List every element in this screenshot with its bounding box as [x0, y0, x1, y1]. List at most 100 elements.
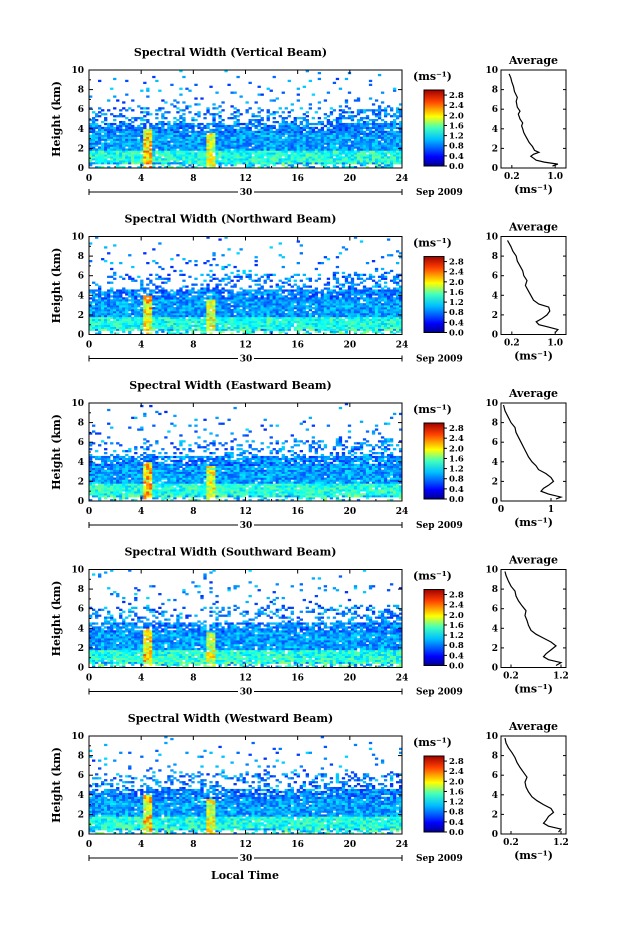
x-tick-label: 4 [138, 507, 144, 517]
average-y-tick-label: 10 [485, 233, 498, 243]
average-title: Average [508, 54, 558, 67]
colorbar-tick-label: 1.6 [449, 288, 464, 298]
colorbar-tick-label: 2.4 [449, 101, 464, 111]
panel-title: Spectral Width (Vertical Beam) [134, 46, 327, 59]
x-tick-label: 24 [396, 840, 409, 850]
colorbar-tick-label: 0.4 [449, 818, 464, 828]
colorbar-tick-label: 0.4 [449, 485, 464, 495]
colorbar-tick-label: 2.8 [449, 91, 464, 101]
x-tick-label: 0 [86, 840, 92, 850]
y-tick-label: 4 [78, 291, 84, 301]
colorbar-tick-label: 1.6 [449, 454, 464, 464]
y-tick-label: 2 [78, 810, 84, 820]
x-tick-label: 0 [86, 174, 92, 184]
colorbar-tick-label: 0.4 [449, 651, 464, 661]
colorbar-tick-label: 0.0 [449, 662, 464, 672]
y-tick-label: 10 [71, 566, 84, 576]
date-month-year-label: Sep 2009 [416, 854, 463, 864]
average-y-tick-label: 6 [492, 438, 498, 448]
x-tick-label: 20 [344, 674, 357, 684]
date-day-label: 30 [240, 188, 253, 198]
colorbar-unit: (ms⁻¹) [413, 237, 452, 250]
x-tick-label: 12 [239, 674, 252, 684]
average-y-tick-label: 0 [492, 497, 498, 507]
panel-2: Spectral Width (Northward Beam)0246810He… [50, 213, 567, 365]
colorbar-tick-label: 0.0 [449, 828, 464, 838]
x-tick-label: 20 [344, 174, 357, 184]
average-frame [500, 69, 567, 169]
x-tick-label: 20 [344, 840, 357, 850]
average-profile-line [504, 737, 563, 833]
colorbar-unit: (ms⁻¹) [413, 570, 452, 583]
panel-title: Spectral Width (Eastward Beam) [129, 379, 331, 392]
y-tick-label: 8 [78, 419, 84, 429]
average-frame [500, 402, 567, 502]
colorbar-tick-label: 1.2 [449, 631, 464, 641]
panel-3: Spectral Width (Eastward Beam)0246810Hei… [50, 379, 567, 531]
average-y-tick-label: 8 [492, 86, 498, 96]
average-y-tick-label: 6 [492, 605, 498, 615]
heatmap-cells [89, 403, 403, 502]
average-y-tick-label: 2 [492, 144, 498, 154]
y-tick-label: 6 [78, 438, 84, 448]
average-y-tick-label: 2 [492, 644, 498, 654]
x-tick-label: 8 [190, 840, 196, 850]
y-tick-label: 0 [78, 830, 84, 840]
colorbar-tick-label: 2.4 [449, 434, 464, 444]
x-tick-label: 0 [86, 341, 92, 351]
average-y-tick-label: 4 [492, 291, 498, 301]
average-x-tick-label: 1.2 [553, 838, 569, 848]
average-title: Average [508, 720, 558, 733]
panel-title: Spectral Width (Southward Beam) [124, 546, 336, 559]
average-y-tick-label: 2 [492, 311, 498, 321]
x-tick-label: 4 [138, 840, 144, 850]
bottom-x-label: Local Time [211, 869, 279, 882]
average-x-tick-label: 0 [498, 505, 504, 515]
average-title: Average [508, 221, 558, 234]
y-tick-label: 4 [78, 458, 84, 468]
x-tick-label: 16 [291, 674, 304, 684]
y-tick-label: 0 [78, 331, 84, 341]
y-tick-label: 6 [78, 272, 84, 282]
colorbar-tick-label: 2.0 [449, 444, 464, 454]
y-tick-label: 2 [78, 144, 84, 154]
average-y-tick-label: 2 [492, 477, 498, 487]
average-x-label: (ms⁻¹) [514, 683, 553, 696]
colorbar-tick-label: 2.0 [449, 278, 464, 288]
average-y-tick-label: 8 [492, 752, 498, 762]
panel-title: Spectral Width (Westward Beam) [128, 712, 333, 725]
average-profile-line [508, 73, 559, 167]
heatmap-cells [89, 569, 403, 668]
y-tick-label: 10 [71, 66, 84, 76]
date-month-year-label: Sep 2009 [416, 188, 463, 198]
y-axis-label: Height (km) [50, 747, 63, 823]
x-tick-label: 16 [291, 341, 304, 351]
colorbar-tick-label: 2.8 [449, 424, 464, 434]
colorbar-tick-label: 1.6 [449, 621, 464, 631]
y-tick-label: 10 [71, 399, 84, 409]
panel-5: Spectral Width (Westward Beam)0246810Hei… [50, 712, 569, 864]
average-frame [500, 569, 567, 668]
colorbar [423, 256, 445, 333]
colorbar-tick-label: 2.8 [449, 757, 464, 767]
colorbar-tick-label: 2.4 [449, 268, 464, 278]
average-y-tick-label: 8 [492, 585, 498, 595]
heatmap-cells [89, 70, 403, 169]
x-tick-label: 12 [239, 341, 252, 351]
colorbar-tick-label: 2.4 [449, 601, 464, 611]
colorbar-unit: (ms⁻¹) [413, 403, 452, 416]
average-y-tick-label: 4 [492, 458, 498, 468]
panel-4: Spectral Width (Southward Beam)0246810He… [50, 546, 569, 698]
average-y-tick-label: 0 [492, 331, 498, 341]
date-month-year-label: Sep 2009 [416, 688, 463, 698]
x-tick-label: 8 [190, 674, 196, 684]
colorbar-tick-label: 1.2 [449, 132, 464, 142]
panel-1: Spectral Width (Vertical Beam)0246810Hei… [50, 46, 567, 198]
average-title: Average [508, 387, 558, 400]
y-tick-label: 0 [78, 164, 84, 174]
colorbar [423, 422, 445, 500]
average-profile-line [504, 571, 563, 667]
y-tick-label: 8 [78, 86, 84, 96]
average-x-tick-label: 0.2 [503, 838, 519, 848]
